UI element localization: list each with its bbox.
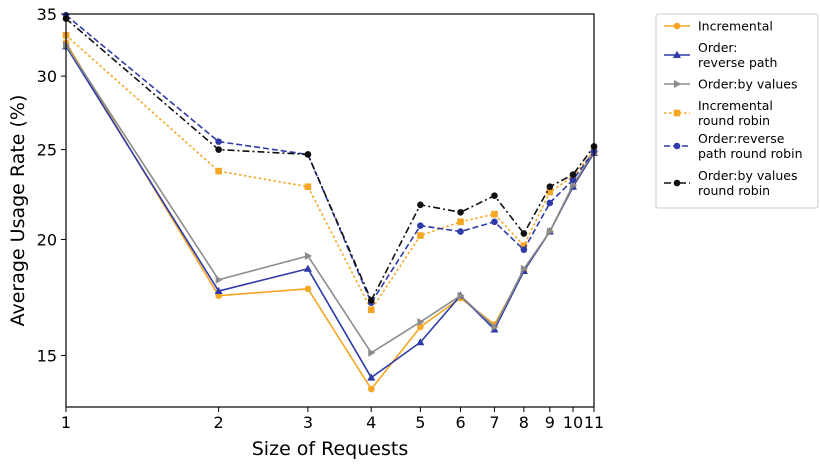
series-6-point	[569, 171, 577, 178]
series-4-point	[546, 188, 554, 196]
series-6-point	[520, 230, 528, 237]
x-tick-label: 8	[519, 413, 529, 432]
y-axis-title: Average Usage Rate (%)	[7, 95, 29, 327]
x-tick-label: 9	[545, 413, 555, 432]
y-tick-label: 20	[37, 231, 57, 250]
series-5-point	[417, 222, 424, 229]
legend-label-5: Order:reverse	[698, 131, 785, 146]
series-5-point	[569, 176, 577, 184]
legend-marker-5	[673, 142, 681, 150]
series-4-point	[417, 232, 424, 239]
series-6-point	[215, 146, 222, 153]
y-tick-label: 15	[37, 346, 57, 365]
y-tick-label: 25	[37, 141, 57, 160]
series-6-point	[491, 192, 498, 199]
legend-marker-1	[673, 22, 681, 30]
series-5-point	[215, 138, 222, 145]
series-2-point	[303, 264, 312, 272]
x-tick-label: 6	[455, 413, 465, 432]
series-line-2	[65, 45, 595, 379]
x-tick-label: 7	[489, 413, 499, 432]
series-3-point	[491, 322, 499, 331]
legend-label-2: reverse path	[698, 55, 777, 70]
legend-label-6: Order:by values	[698, 168, 797, 183]
x-tick-label: 10	[563, 413, 583, 432]
series-2-point	[367, 373, 376, 381]
series-5-point	[520, 246, 528, 254]
legend-marker-3	[674, 80, 682, 88]
series-1-point	[417, 323, 424, 331]
series-3-point	[570, 180, 578, 189]
series-3-point	[457, 291, 465, 300]
series-1-point	[304, 285, 312, 293]
series-3-point	[215, 275, 223, 284]
series-6-point	[457, 208, 464, 216]
x-tick-label: 4	[366, 413, 376, 432]
legend-marker-2	[673, 50, 681, 58]
x-tick-label: 3	[303, 413, 313, 432]
series-4-point	[491, 210, 498, 218]
series-5-point	[491, 218, 498, 226]
plot-frame	[65, 13, 595, 408]
legend-label-4: round robin	[698, 113, 770, 128]
series-4-point	[367, 306, 375, 314]
series-3-point	[546, 227, 555, 236]
series-3-point	[417, 317, 425, 326]
legend-label-5: path round robin	[698, 146, 803, 161]
series-line-1	[65, 42, 595, 390]
x-axis-title: Size of Requests	[252, 438, 408, 460]
legend-marker-6	[673, 179, 681, 187]
series-3-point	[368, 348, 376, 357]
series-6-point	[304, 151, 312, 158]
legend-label-4: Incremental	[698, 98, 773, 113]
y-tick-label: 35	[37, 5, 57, 24]
series-1-point	[367, 385, 375, 393]
x-tick-label: 11	[584, 413, 604, 432]
legend-label-3: Order:by values	[698, 77, 797, 92]
legend: Incremental Order:reverse path Order:by va…	[655, 13, 819, 209]
axis-ticks: 1 2 3 4 5 6 7 8 9 10 11 15 20 25 30 35	[37, 5, 605, 432]
x-tick-label: 1	[61, 413, 71, 432]
legend-label-1: Incremental	[698, 19, 773, 34]
series-4-point	[304, 183, 312, 191]
series-3-point	[520, 264, 529, 273]
legend-label-6: round robin	[698, 183, 770, 198]
series-5-point	[546, 199, 554, 207]
series-line-5	[65, 14, 595, 304]
series-5-point	[457, 228, 464, 235]
y-tick-label: 30	[37, 67, 57, 86]
series-2-point	[416, 338, 425, 346]
series-4-point	[215, 167, 222, 175]
legend-box	[655, 13, 819, 209]
x-tick-label: 5	[415, 413, 425, 432]
series-4-point	[457, 218, 464, 226]
legend-label-2: Order:	[698, 40, 738, 55]
x-tick-label: 2	[214, 413, 224, 432]
series-line-4	[65, 34, 595, 311]
legend-marker-4	[673, 109, 681, 117]
series-2-point	[214, 286, 223, 295]
series-6-point	[367, 297, 375, 304]
series-line-6	[65, 18, 595, 302]
series-4-point	[520, 242, 528, 249]
series-3-point	[304, 251, 313, 260]
series-6-point	[546, 183, 554, 191]
series-6-point	[417, 201, 424, 209]
plot-area	[62, 11, 599, 393]
